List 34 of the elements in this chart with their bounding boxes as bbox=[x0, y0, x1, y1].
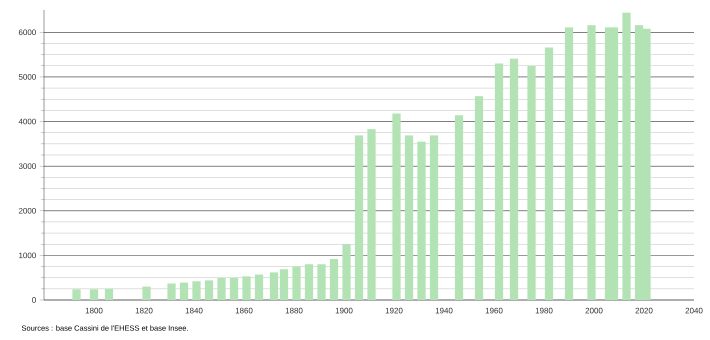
bar bbox=[192, 281, 201, 300]
bar bbox=[494, 64, 504, 300]
bar bbox=[217, 278, 226, 300]
bar bbox=[354, 135, 364, 300]
bar bbox=[417, 142, 426, 300]
bar bbox=[622, 12, 631, 300]
bar bbox=[242, 276, 251, 300]
bar bbox=[104, 288, 114, 300]
bar bbox=[304, 264, 314, 300]
bar bbox=[564, 27, 574, 300]
bar bbox=[270, 272, 278, 300]
bar bbox=[430, 135, 438, 300]
bar bbox=[544, 47, 554, 300]
bar bbox=[280, 269, 288, 300]
bar bbox=[180, 282, 188, 300]
bar bbox=[392, 114, 401, 300]
bar bbox=[587, 25, 596, 300]
bar bbox=[72, 289, 81, 300]
bar bbox=[474, 96, 484, 300]
bar bbox=[292, 266, 301, 300]
bar bbox=[90, 289, 98, 300]
bar bbox=[342, 244, 351, 300]
bar bbox=[510, 58, 518, 300]
bar bbox=[167, 283, 176, 300]
bar bbox=[142, 286, 151, 300]
bar bbox=[527, 66, 536, 300]
bar bbox=[404, 135, 414, 300]
bar bbox=[317, 264, 326, 300]
bar bbox=[367, 129, 376, 300]
bar bbox=[254, 274, 264, 300]
bar bbox=[230, 278, 238, 300]
bar bbox=[204, 280, 214, 300]
bar bbox=[330, 258, 338, 300]
bar bbox=[454, 115, 464, 300]
